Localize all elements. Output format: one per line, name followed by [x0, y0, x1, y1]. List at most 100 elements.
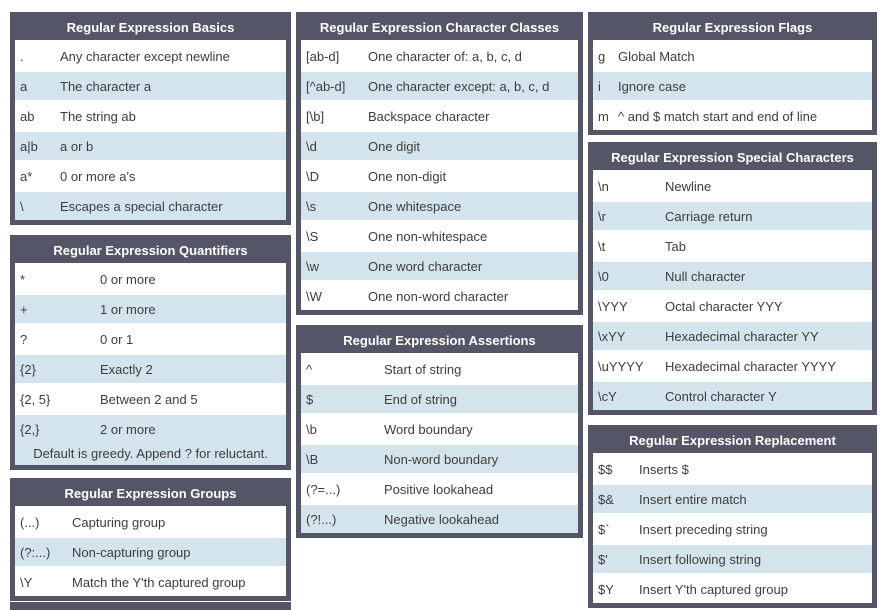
description-cell: Insert preceding string [639, 521, 768, 537]
table-row: \uYYYY Hexadecimal character YYYY [593, 352, 872, 380]
table-body: (...) Capturing group (?:...) Non-capturing… [15, 508, 286, 596]
pattern-cell: (?!...) [306, 511, 337, 527]
description-cell: Control character Y [665, 388, 777, 404]
table-body: \n Newline \r Carriage return \t Tab \0 Null ch… [593, 172, 872, 410]
pattern-cell: ? [20, 331, 28, 347]
description-cell: Insert entire match [639, 491, 747, 507]
pattern-cell: * [20, 271, 26, 287]
description-cell: The character a [60, 78, 152, 94]
table-row: i Ignore case [593, 72, 872, 100]
pattern-cell: $$ [598, 461, 613, 477]
table-row: \r Carriage return [593, 202, 872, 230]
description-cell: Start of string [384, 361, 462, 377]
table-title: Regular Expression Character Classes [301, 17, 578, 40]
table-row: \YYY Octal character YYY [593, 292, 872, 320]
table-body: ^ Start of string $ End of string \b Word bou… [301, 355, 578, 533]
description-cell: Octal character YYY [665, 298, 783, 314]
table-row: $$ Inserts $ [593, 455, 872, 483]
description-cell: The string ab [60, 108, 136, 124]
table-row: \0 Null character [593, 262, 872, 290]
table-row: $& Insert entire match [593, 485, 872, 513]
description-cell: Between 2 and 5 [100, 391, 198, 407]
pattern-cell: \s [306, 198, 317, 214]
table-row: [^ab-d] One character except: a, b, c, d [301, 72, 578, 100]
description-cell: Null character [665, 268, 746, 284]
table-row: \n Newline [593, 172, 872, 200]
description-cell: 1 or more [100, 301, 156, 317]
table-row: \t Tab [593, 232, 872, 260]
description-cell: Inserts $ [639, 461, 689, 477]
pattern-cell: \D [306, 168, 319, 184]
table-row: \W One non-word character [301, 282, 578, 310]
description-cell: One character of: a, b, c, d [368, 48, 522, 64]
pattern-cell: \YYY [598, 298, 628, 314]
pattern-cell: \Y [20, 574, 33, 590]
description-cell: Escapes a special character [60, 198, 223, 214]
description-cell: 0 or 1 [100, 331, 134, 347]
table-row: \ Escapes a special character [15, 192, 286, 220]
table-row: (?!...) Negative lookahead [301, 505, 578, 533]
table-row: ^ Start of string [301, 355, 578, 383]
table-row: $' Insert following string [593, 545, 872, 573]
table-title: Regular Expression Assertions [301, 330, 578, 353]
pattern-cell: a|b [20, 138, 38, 154]
table-row: * 0 or more [15, 265, 286, 293]
table-body: . Any character except newline a The charac… [15, 42, 286, 220]
pattern-cell: \uYYYY [598, 358, 644, 374]
table-title: Regular Expression Replacement [593, 430, 872, 453]
pattern-cell: $ [306, 391, 314, 407]
pattern-cell: \W [306, 288, 322, 304]
description-cell: One non-digit [368, 168, 447, 184]
table-title: Regular Expression Flags [593, 17, 872, 40]
table-row: m ^ and $ match start and end of line [593, 102, 872, 130]
table-row: a* 0 or more a's [15, 162, 286, 190]
description-cell: Hexadecimal character YY [665, 328, 819, 344]
table-title: Regular Expression Basics [15, 17, 286, 40]
pattern-cell: ^ [306, 361, 313, 377]
description-cell: Positive lookahead [384, 481, 494, 497]
table-body: * 0 or more +1 or more? 0 or 1 {2} Exactly 2{… [15, 265, 286, 443]
table-body: g Global Match i Ignore case m ^ and $ match … [593, 42, 872, 130]
pattern-cell: \r [598, 208, 606, 224]
pattern-cell: a* [20, 168, 33, 184]
description-cell: Non-word boundary [384, 451, 499, 467]
table-regex-replacement: Regular Expression Replacement $$ Inserts… [588, 425, 877, 608]
description-cell: One non-word character [368, 288, 509, 304]
pattern-cell: $Y [598, 581, 614, 597]
description-cell: Exactly 2 [100, 361, 153, 377]
table-row: \S One non-whitespace [301, 222, 578, 250]
pattern-cell: $` [598, 521, 610, 537]
table-title: Regular Expression Special Characters [593, 147, 872, 170]
pattern-cell: \xYY [598, 328, 626, 344]
pattern-cell: a [20, 78, 28, 94]
pattern-cell: m [598, 108, 609, 124]
pattern-cell: \d [306, 138, 317, 154]
table-row: . Any character except newline [15, 42, 286, 70]
table-body: [ab-d] One character of: a, b, c, d [^ab-d… [301, 42, 578, 310]
pattern-cell: [\b] [306, 108, 325, 124]
table-row: \D One non-digit [301, 162, 578, 190]
pattern-cell: (?=...) [306, 481, 341, 497]
table-row: \Y Match the Y'th captured group [15, 568, 286, 596]
pattern-cell: \ [20, 198, 24, 214]
table-row: $Y Insert Y'th captured group [593, 575, 872, 603]
table-row: $ End of string [301, 385, 578, 413]
pattern-cell: \b [306, 421, 317, 437]
pattern-cell: [ab-d] [306, 48, 340, 64]
description-cell: a or b [60, 138, 94, 154]
table-row: \s One whitespace [301, 192, 578, 220]
pattern-cell: [^ab-d] [306, 78, 346, 94]
table-row: ab The string ab [15, 102, 286, 130]
table-row: g Global Match [593, 42, 872, 70]
pattern-cell: i [598, 78, 601, 94]
table-row: [ab-d] One character of: a, b, c, d [301, 42, 578, 70]
table-regex-flags: Regular Expression Flags g Global Match i I… [588, 12, 877, 135]
description-cell: Word boundary [384, 421, 473, 437]
description-cell: One whitespace [368, 198, 462, 214]
description-cell: Insert following string [639, 551, 762, 567]
table-footer-note: Default is greedy. Append ? for reluctan… [15, 443, 286, 465]
table-row: +1 or more [15, 295, 286, 323]
table-row: ? 0 or 1 [15, 325, 286, 353]
table-row: (...) Capturing group [15, 508, 286, 536]
